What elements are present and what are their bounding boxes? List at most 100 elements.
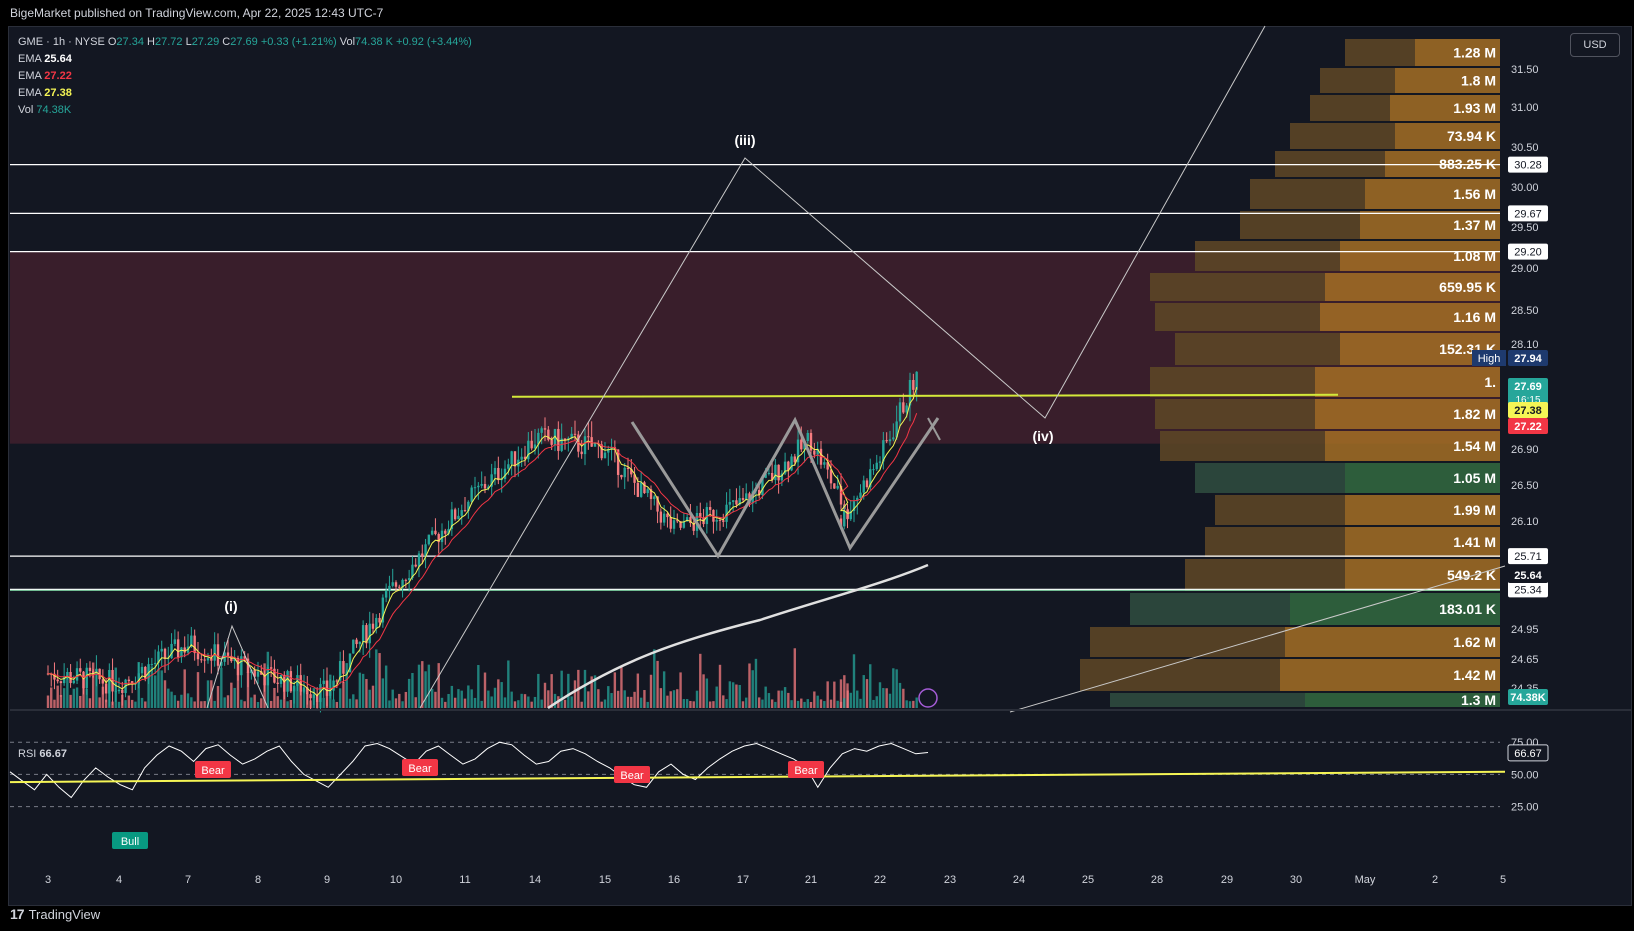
candle-body: [659, 511, 663, 523]
candle-body: [908, 380, 912, 406]
volume-profile-bar-left: [1155, 303, 1320, 331]
ema-line: [48, 387, 918, 697]
candle-body: [62, 677, 66, 684]
volume-bar: [180, 694, 183, 708]
candle-body: [869, 469, 872, 488]
candle-body: [173, 639, 177, 644]
candle-body: [246, 658, 250, 673]
candle-body: [725, 504, 728, 522]
volume-bar: [790, 700, 793, 708]
level-badge: [1508, 243, 1548, 260]
volume-profile-label: 1.93 M: [1453, 100, 1496, 116]
level-badge: [1508, 548, 1548, 565]
volume-bar: [590, 676, 593, 708]
price-tick-label: 31.00: [1511, 102, 1539, 114]
volume-profile-label: 1.99 M: [1453, 502, 1496, 518]
volume-bar: [79, 695, 82, 708]
candle-body: [358, 641, 362, 645]
volume-profile-bar-left: [1150, 367, 1315, 397]
volume-bar: [547, 690, 550, 708]
candle-body: [72, 680, 76, 684]
ema-label: EMA: [18, 87, 42, 99]
price-tick-label: 31.50: [1511, 64, 1539, 76]
volume-bar: [263, 663, 266, 708]
volume-bar: [345, 663, 348, 708]
candle-body: [365, 625, 368, 644]
candle-body: [882, 440, 885, 462]
candle-body: [407, 578, 411, 581]
candle-body: [761, 477, 764, 495]
price-tick-label: 30.50: [1511, 142, 1539, 154]
level-badge: [1508, 156, 1548, 173]
volume-bar: [679, 672, 682, 708]
volume-bar: [457, 689, 460, 708]
candle-body: [490, 474, 493, 487]
volume-bar: [757, 697, 761, 708]
volume-profile-bar-left: [1215, 495, 1345, 525]
candle-body: [447, 528, 450, 534]
volume-profile-bar-left: [1345, 39, 1415, 66]
candle-body: [672, 520, 676, 529]
candle-body: [653, 496, 656, 499]
level-badge-text: 30.28: [1514, 160, 1542, 172]
candle-body: [53, 673, 56, 680]
candle-body: [59, 681, 63, 684]
volume-bar: [888, 693, 892, 708]
volume-profile-bar-right: [1280, 659, 1500, 691]
candle-body: [417, 553, 421, 567]
volume-bar: [560, 670, 563, 708]
candle-body: [117, 689, 121, 692]
volume-bar: [616, 690, 620, 708]
volume-bar: [682, 699, 686, 708]
candle-body: [450, 509, 454, 529]
volume-bar: [108, 685, 111, 708]
candle-body: [193, 635, 196, 654]
vol-row[interactable]: Vol 74.38K: [18, 102, 472, 119]
candle-body: [170, 643, 173, 659]
volume-bar: [111, 701, 114, 708]
candle-body: [610, 447, 613, 450]
candle-body: [434, 530, 437, 535]
volume-bar: [289, 699, 293, 708]
volume-bar: [176, 700, 180, 708]
volume-bar: [493, 687, 497, 708]
volume-bar: [167, 688, 170, 708]
volume-bar: [309, 700, 312, 708]
candle-body: [79, 668, 82, 672]
volume-bar: [394, 698, 398, 708]
ema-row-3[interactable]: EMA 27.38: [18, 85, 472, 102]
volume-bar: [266, 651, 270, 708]
volume-bar: [407, 678, 411, 708]
volume-bar: [875, 696, 878, 708]
candle-body: [643, 482, 646, 494]
ema-value: 25.64: [44, 53, 72, 65]
candle-body: [220, 661, 223, 666]
volume-bar: [286, 701, 289, 708]
volume-profile-bar-right: [1285, 627, 1500, 657]
volume-bar: [186, 693, 190, 708]
volume-bar: [361, 673, 365, 708]
volume-bar: [190, 697, 193, 708]
candle-body: [626, 467, 630, 470]
volume-bar: [507, 660, 510, 708]
candle-body: [915, 371, 918, 390]
candle-body: [885, 440, 888, 442]
candle-body: [656, 496, 659, 512]
ema-row-2[interactable]: EMA 27.22: [18, 68, 472, 85]
x-tick-label: 9: [324, 874, 330, 886]
candle-body: [689, 517, 692, 524]
footer-brand[interactable]: TradingView: [28, 906, 101, 922]
candle-body: [424, 544, 427, 557]
symbol-label[interactable]: GME · 1h · NYSE: [18, 36, 105, 48]
volume-bar: [823, 701, 826, 708]
volume-bar: [473, 697, 477, 708]
volume-bar: [787, 692, 790, 708]
currency-button[interactable]: USD: [1570, 33, 1620, 57]
ema-row-1[interactable]: EMA 25.64: [18, 51, 472, 68]
candle-body: [352, 639, 355, 654]
publisher-header: BigeMarket published on TradingView.com,…: [10, 6, 384, 20]
trendline-lower: [1009, 565, 1506, 713]
rsi-legend[interactable]: RSI 66.67: [18, 748, 67, 760]
volume-bar: [91, 662, 95, 708]
